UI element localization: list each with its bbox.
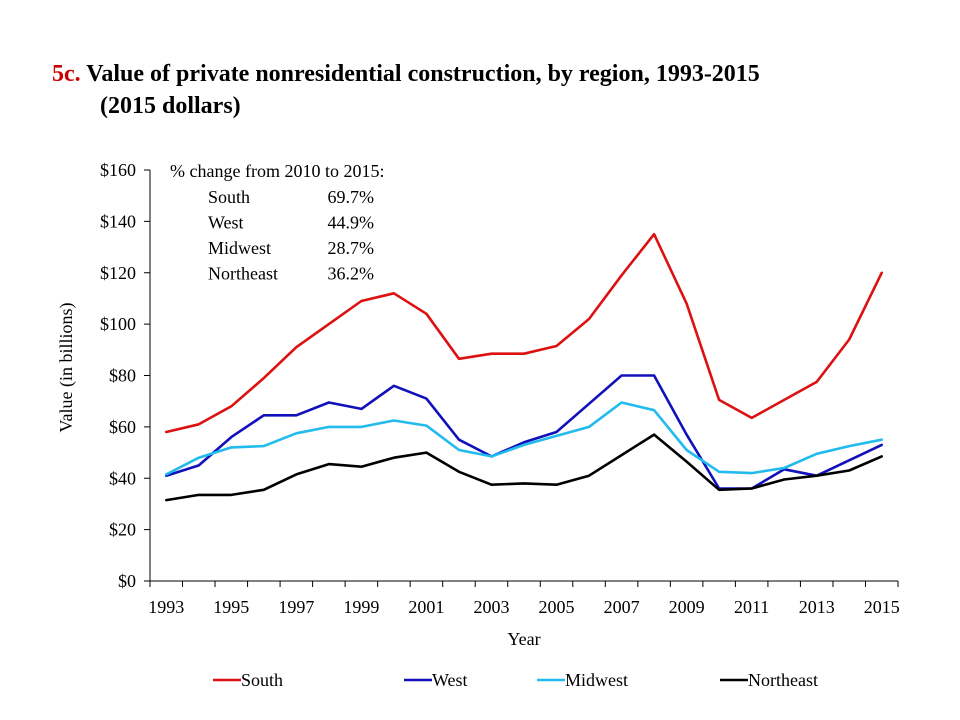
chart-title-line1: Value of private nonresidential construc… <box>86 61 760 87</box>
x-tick-label: 2003 <box>473 597 509 617</box>
annotation-header: % change from 2010 to 2015: <box>170 161 384 181</box>
annotation-value: 28.7% <box>328 238 375 258</box>
series-layer <box>165 232 884 502</box>
annotation-region: South <box>208 187 250 207</box>
axes: $0 $20 $40 $60 $80 $100 $120 $140 $160 1993 1995 19… <box>56 160 900 649</box>
x-tick-label: 2005 <box>539 597 575 617</box>
y-axis-title: Value (in billions) <box>56 303 77 433</box>
y-tick-label: $80 <box>109 366 136 386</box>
legend-label-south: South <box>241 670 283 690</box>
x-tick-label: 1993 <box>148 597 184 617</box>
x-tick-label: 1999 <box>343 597 379 617</box>
series-line-midwest <box>165 401 884 476</box>
y-tick-label: $100 <box>100 314 136 334</box>
x-axis-title: Year <box>507 629 540 649</box>
y-tick-label: $120 <box>100 263 136 283</box>
legend-label-northeast: Northeast <box>748 670 818 690</box>
x-tick-label: 2011 <box>734 597 769 617</box>
annotation-box: % change from 2010 to 2015: South 69.7% Wes… <box>170 161 384 284</box>
series-line-west <box>165 374 884 490</box>
x-tick-label: 1995 <box>213 597 249 617</box>
y-tick-label: $20 <box>109 520 136 540</box>
annotation-region: Midwest <box>208 238 271 258</box>
x-tick-label: 2007 <box>604 597 640 617</box>
annotation-value: 69.7% <box>328 187 375 207</box>
annotation-region: West <box>208 213 244 233</box>
y-tick-label: $60 <box>109 417 136 437</box>
chart-title-line2: (2015 dollars) <box>100 93 241 119</box>
series-line-south <box>165 232 884 434</box>
y-tick-label: $40 <box>109 468 136 488</box>
annotation-value: 36.2% <box>328 264 375 284</box>
x-tick-label: 2015 <box>864 597 900 617</box>
x-tick-label: 2013 <box>799 597 835 617</box>
series-line-northeast <box>165 433 884 502</box>
chart-title: 5c. Value of private nonresidential cons… <box>52 58 932 122</box>
y-tick-label: $160 <box>100 160 136 180</box>
chart-number: 5c. <box>52 61 81 87</box>
x-tick-label: 1997 <box>278 597 314 617</box>
legend-label-west: West <box>432 670 468 690</box>
y-tick-label: $0 <box>118 571 136 591</box>
x-tick-label: 2009 <box>669 597 705 617</box>
annotation-region: Northeast <box>208 264 278 284</box>
legend-label-midwest: Midwest <box>565 670 628 690</box>
y-tick-label: $140 <box>100 211 136 231</box>
legend: South West Midwest Northeast <box>213 670 818 690</box>
x-tick-label: 2001 <box>408 597 444 617</box>
annotation-value: 44.9% <box>328 213 375 233</box>
